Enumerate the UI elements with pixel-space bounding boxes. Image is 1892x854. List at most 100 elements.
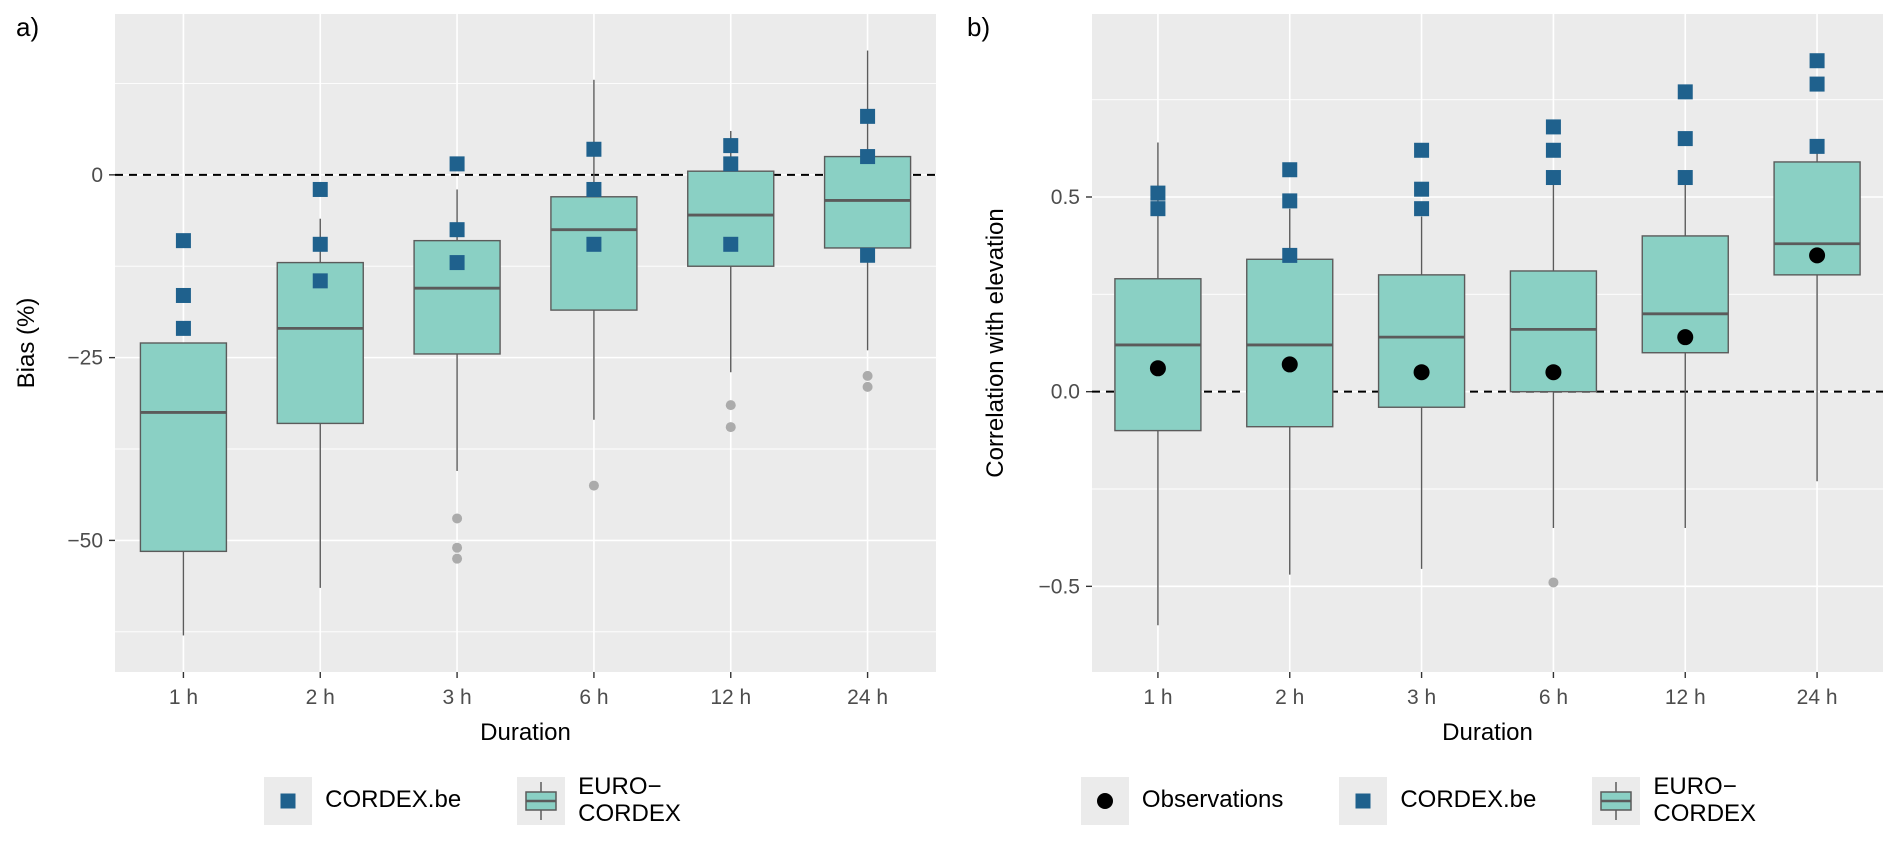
outlier-point [725,422,736,433]
legend-item-cordex-be: CORDEX.be [1339,776,1537,825]
y-tick-label: 0.5 [1051,186,1080,209]
plot-background [1092,14,1883,672]
plot-background [115,14,936,672]
cordexbe-point [1545,170,1561,186]
observation-point [1809,247,1826,264]
outlier-point [862,370,873,381]
outlier-point [1548,577,1559,588]
cordexbe-point [586,181,602,197]
x-tick-label: 1 h [1143,686,1172,709]
box [1377,274,1466,408]
cordexbe-point [1809,76,1825,92]
boxplot-3h [1377,216,1466,569]
outlier-point [588,480,599,491]
box [550,196,638,311]
cordexbe-point [175,320,191,336]
legend-item-euro-cordex: EURO− CORDEX [1592,773,1756,828]
boxplot-1h [139,342,228,636]
cordexbe-point [586,236,602,252]
cordexbe-point [175,233,191,249]
cordexbe-point [1150,185,1166,201]
boxplot-2h [1246,208,1334,575]
x-tick-label: 3 h [442,686,471,709]
legend-b: Observations CORDEX.be EURO− CORDEX [945,773,1892,828]
cordexbe-point [1677,131,1693,147]
y-tick-label: −25 [67,347,103,370]
boxplot-6h [550,79,638,491]
outlier-point [862,381,873,392]
x-tick-label: 12 h [1665,686,1706,709]
correlation-boxplot-chart: 0.5 0.0 −0.5 1 h 2 h 3 h 6 h 12 h 24 h Duration Co… [982,14,1883,746]
cordexbe-point [312,181,328,197]
y-tick-label: 0 [91,164,103,187]
box [687,170,775,267]
x-tick-label: 12 h [710,686,751,709]
cordexbe-point [1677,84,1693,100]
box [276,261,364,425]
x-tick-label: 2 h [306,686,335,709]
cordexbe-point [312,236,328,252]
box [1246,258,1334,428]
x-tick-label: 1 h [169,686,198,709]
cordexbe-point [312,273,328,289]
x-tick-label: 6 h [579,686,608,709]
cordexbe-point [1414,181,1430,197]
observation-point [1149,360,1166,377]
cordexbe-point [449,255,465,271]
outlier-point [452,513,463,524]
observations-dot-icon [1080,776,1129,825]
legend-item-cordex-be: CORDEX.be [264,776,462,825]
box [823,155,912,249]
cordexbe-point [1282,247,1298,263]
cordexbe-point [1282,193,1298,209]
legend-item-euro-cordex: EURO− CORDEX [517,773,681,828]
box [1114,278,1202,432]
y-axis-title: Correlation with elevation [982,208,1009,477]
panel-b-label: b) [967,12,991,42]
cordexbe-point [1545,119,1561,135]
x-tick-label: 24 h [1797,686,1838,709]
outlier-point [452,553,463,564]
cordexbe-point [586,141,602,157]
cordexbe-point [1150,201,1166,217]
outlier-point [725,400,736,411]
x-tick-label: 3 h [1407,686,1436,709]
legend-a: CORDEX.be EURO− CORDEX [0,773,945,828]
y-tick-label: −50 [67,529,103,552]
cordexbe-point [723,156,739,172]
observation-point [1413,364,1430,381]
cordexbe-point [1809,53,1825,69]
y-tick-label: 0.0 [1051,381,1080,404]
legend-label-cordex-be: CORDEX.be [1400,786,1537,814]
observation-point [1677,329,1694,346]
eurocordex-boxplot-icon [517,776,566,825]
x-tick-label: 6 h [1539,686,1568,709]
cordexbe-point [1414,142,1430,158]
legend-label-cordex-be: CORDEX.be [325,786,462,814]
bias-boxplot-chart: 0 −25 −50 1 h 2 h 3 h 6 h 12 h 24 h Duration Bias … [13,14,936,746]
x-tick-label: 2 h [1275,686,1304,709]
cordexbe-point [175,287,191,303]
eurocordex-boxplot-icon [1592,776,1641,825]
x-axis-title: Duration [480,719,571,746]
cordexbe-square-icon [1339,776,1388,825]
outlier-point [452,542,463,553]
cordexbe-point [1282,162,1298,178]
panel-a: a) 0 −25 −50 1 h 2 h 3 h 6 h 12 h 24 h Duration Bi… [0,0,945,854]
box [139,342,228,553]
cordexbe-point [723,138,739,154]
boxplot-2h [276,218,364,588]
cordexbe-point [860,247,876,263]
legend-label-observations: Observations [1141,786,1284,814]
observation-point [1545,364,1562,381]
cordexbe-point [1414,201,1430,217]
cordexbe-point [449,222,465,238]
cordexbe-square-icon [264,776,313,825]
cordexbe-point [860,108,876,124]
x-axis-title: Duration [1442,719,1533,746]
y-axis-title: Bias (%) [13,298,40,389]
cordexbe-point [1545,142,1561,158]
x-tick-label: 24 h [847,686,888,709]
legend-item-observations: Observations [1080,776,1284,825]
